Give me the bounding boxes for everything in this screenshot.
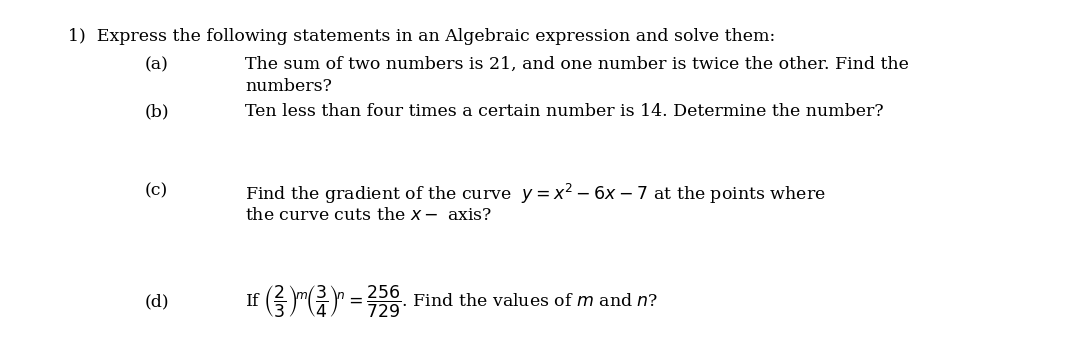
Text: The sum of two numbers is 21, and one number is twice the other. Find the: The sum of two numbers is 21, and one nu…: [245, 56, 909, 73]
Text: numbers?: numbers?: [245, 78, 332, 95]
Text: Find the gradient of the curve  $y= x^{2} - 6x- 7$ at the points where: Find the gradient of the curve $y= x^{2}…: [245, 182, 826, 206]
Text: (a): (a): [145, 56, 168, 73]
Text: Ten less than four times a certain number is 14. Determine the number?: Ten less than four times a certain numbe…: [245, 103, 883, 120]
Text: 1)  Express the following statements in an Algebraic expression and solve them:: 1) Express the following statements in a…: [68, 28, 775, 45]
Text: (d): (d): [145, 293, 170, 310]
Text: If $\left(\dfrac{2}{3}\right)^{\!m}\!\left(\dfrac{3}{4}\right)^{\!n} = \dfrac{25: If $\left(\dfrac{2}{3}\right)^{\!m}\!\le…: [245, 283, 659, 319]
Text: (c): (c): [145, 182, 168, 199]
Text: the curve cuts the $x-$ axis?: the curve cuts the $x-$ axis?: [245, 207, 492, 224]
Text: (b): (b): [145, 103, 170, 120]
